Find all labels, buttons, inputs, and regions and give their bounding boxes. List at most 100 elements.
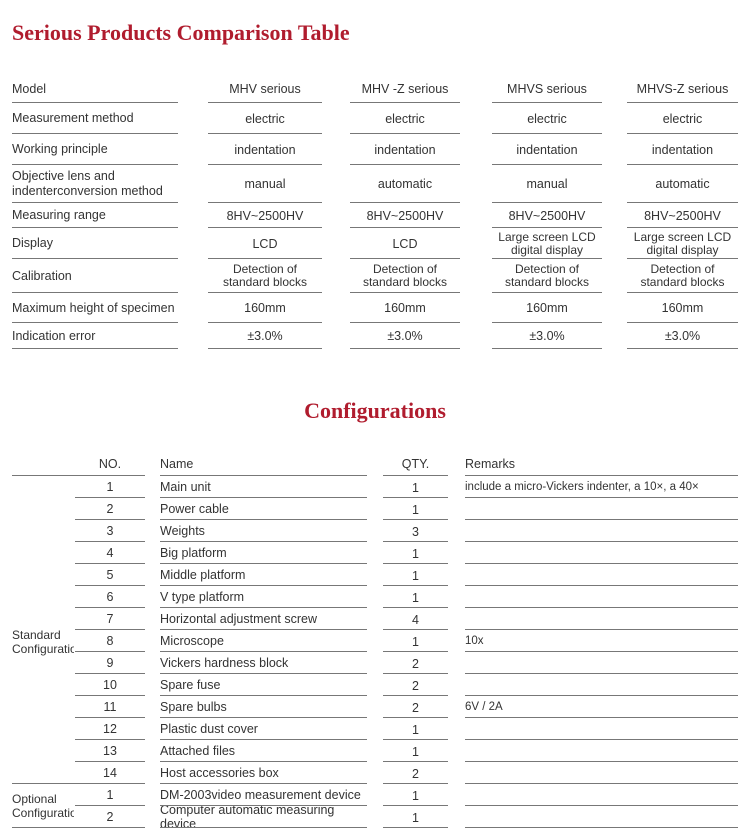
item-no: 12 xyxy=(75,718,145,740)
item-no: 1 xyxy=(75,784,145,806)
group-divider xyxy=(12,827,145,828)
cell-value: indentation xyxy=(208,135,322,165)
item-qty: 2 xyxy=(383,674,448,696)
cell-value: Detection of standard blocks xyxy=(350,260,460,293)
item-name: Main unit xyxy=(160,476,367,498)
cell-value: MHV -Z serious xyxy=(350,76,460,103)
item-no: 13 xyxy=(75,740,145,762)
item-remarks xyxy=(465,608,738,630)
item-no: 4 xyxy=(75,542,145,564)
comparison-title: Serious Products Comparison Table xyxy=(12,20,350,45)
header-remarks: Remarks xyxy=(465,452,738,476)
item-name: Spare fuse xyxy=(160,674,367,696)
item-name: Big platform xyxy=(160,542,367,564)
item-remarks xyxy=(465,740,738,762)
item-qty: 1 xyxy=(383,542,448,564)
cell-value: 8HV~2500HV xyxy=(492,204,602,228)
group-label: Standard Configuration xyxy=(12,627,74,656)
item-qty: 2 xyxy=(383,696,448,718)
cell-value: 8HV~2500HV xyxy=(208,204,322,228)
cell-value: ±3.0% xyxy=(627,324,738,349)
row-label: Calibration xyxy=(12,260,178,293)
cell-value: MHVS serious xyxy=(492,76,602,103)
item-qty: 3 xyxy=(383,520,448,542)
header-no: NO. xyxy=(75,452,145,476)
item-no: 11 xyxy=(75,696,145,718)
item-qty: 1 xyxy=(383,718,448,740)
item-qty: 1 xyxy=(383,586,448,608)
cell-value: Large screen LCD digital display xyxy=(492,229,602,259)
item-name: Middle platform xyxy=(160,564,367,586)
item-remarks xyxy=(465,564,738,586)
cell-value: ±3.0% xyxy=(492,324,602,349)
item-qty: 1 xyxy=(383,806,448,828)
item-remarks xyxy=(465,520,738,542)
row-label: Indication error xyxy=(12,324,178,349)
cell-value: 160mm xyxy=(208,294,322,323)
cell-value: indentation xyxy=(492,135,602,165)
item-name: Plastic dust cover xyxy=(160,718,367,740)
cell-value: LCD xyxy=(350,229,460,259)
item-qty: 1 xyxy=(383,740,448,762)
row-label: Model xyxy=(12,76,178,103)
row-label: Display xyxy=(12,229,178,259)
item-no: 7 xyxy=(75,608,145,630)
cell-value: Detection of standard blocks xyxy=(208,260,322,293)
item-name: Vickers hardness block xyxy=(160,652,367,674)
item-remarks xyxy=(465,674,738,696)
cell-value: 8HV~2500HV xyxy=(627,204,738,228)
row-label: Maximum height of specimen xyxy=(12,294,178,323)
cell-value: 160mm xyxy=(492,294,602,323)
cell-value: Detection of standard blocks xyxy=(627,260,738,293)
item-name: Power cable xyxy=(160,498,367,520)
item-name: Host accessories box xyxy=(160,762,367,784)
cell-value: Detection of standard blocks xyxy=(492,260,602,293)
cell-value: indentation xyxy=(350,135,460,165)
configurations-title: Configurations xyxy=(304,398,446,423)
item-no: 10 xyxy=(75,674,145,696)
row-label: Measurement method xyxy=(12,104,178,134)
item-no: 9 xyxy=(75,652,145,674)
cell-value: automatic xyxy=(627,166,738,203)
item-name: DM-2003video measurement device xyxy=(160,784,367,806)
item-qty: 2 xyxy=(383,652,448,674)
row-label: Working principle xyxy=(12,135,178,165)
item-name: Computer automatic measuring device xyxy=(160,806,367,828)
item-name: Microscope xyxy=(160,630,367,652)
cell-value: Large screen LCD digital display xyxy=(627,229,738,259)
item-no: 14 xyxy=(103,766,117,780)
item-qty: 4 xyxy=(383,608,448,630)
cell-value: electric xyxy=(627,104,738,134)
item-qty: 1 xyxy=(383,498,448,520)
item-remarks: 10x xyxy=(465,630,738,652)
cell-value: ±3.0% xyxy=(350,324,460,349)
item-qty: 1 xyxy=(383,630,448,652)
cell-value: electric xyxy=(492,104,602,134)
group-label: Optional Configuration xyxy=(12,791,74,820)
header-spacer xyxy=(12,452,75,476)
item-no: 3 xyxy=(75,520,145,542)
item-remarks xyxy=(465,542,738,564)
row-label: Measuring range xyxy=(12,204,178,228)
item-no: 8 xyxy=(75,630,145,652)
cell-value: 160mm xyxy=(350,294,460,323)
item-no: 2 xyxy=(106,810,114,824)
item-qty: 2 xyxy=(383,762,448,784)
item-no: 2 xyxy=(75,498,145,520)
item-no: 1 xyxy=(75,476,145,498)
cell-value: LCD xyxy=(208,229,322,259)
cell-value: MHVS-Z serious xyxy=(627,76,738,103)
group-divider xyxy=(12,783,145,784)
item-remarks xyxy=(465,652,738,674)
cell-value: electric xyxy=(208,104,322,134)
item-remarks xyxy=(465,718,738,740)
item-name: V type platform xyxy=(160,586,367,608)
item-remarks xyxy=(465,586,738,608)
cell-value: manual xyxy=(208,166,322,203)
item-name: Weights xyxy=(160,520,367,542)
item-remarks xyxy=(465,498,738,520)
cell-value: 8HV~2500HV xyxy=(350,204,460,228)
item-qty: 1 xyxy=(383,784,448,806)
item-remarks: 6V / 2A xyxy=(465,696,738,718)
